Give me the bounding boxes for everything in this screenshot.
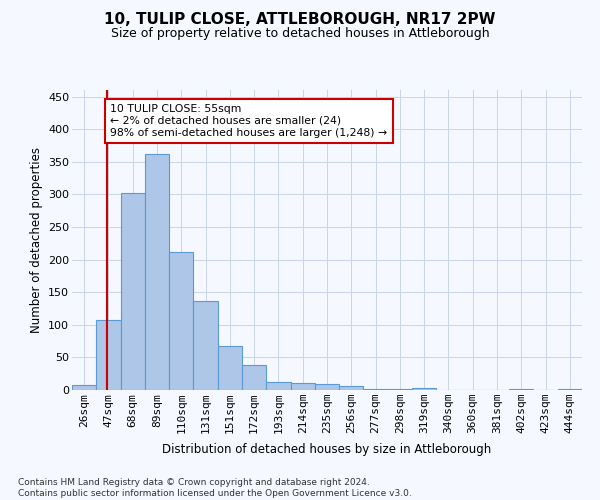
- Bar: [509, 388, 533, 390]
- Bar: [242, 365, 266, 390]
- Bar: [145, 154, 169, 390]
- Bar: [266, 382, 290, 390]
- Text: Size of property relative to detached houses in Attleborough: Size of property relative to detached ho…: [110, 28, 490, 40]
- Bar: [558, 388, 582, 390]
- Bar: [218, 346, 242, 390]
- Bar: [412, 388, 436, 390]
- Text: 10, TULIP CLOSE, ATTLEBOROUGH, NR17 2PW: 10, TULIP CLOSE, ATTLEBOROUGH, NR17 2PW: [104, 12, 496, 28]
- Bar: [193, 302, 218, 390]
- Bar: [315, 384, 339, 390]
- Bar: [96, 320, 121, 390]
- Text: Distribution of detached houses by size in Attleborough: Distribution of detached houses by size …: [163, 442, 491, 456]
- Bar: [72, 385, 96, 390]
- Y-axis label: Number of detached properties: Number of detached properties: [29, 147, 43, 333]
- Bar: [169, 252, 193, 390]
- Bar: [339, 386, 364, 390]
- Bar: [290, 384, 315, 390]
- Text: 10 TULIP CLOSE: 55sqm
← 2% of detached houses are smaller (24)
98% of semi-detac: 10 TULIP CLOSE: 55sqm ← 2% of detached h…: [110, 104, 388, 138]
- Bar: [364, 388, 388, 390]
- Text: Contains HM Land Registry data © Crown copyright and database right 2024.
Contai: Contains HM Land Registry data © Crown c…: [18, 478, 412, 498]
- Bar: [121, 193, 145, 390]
